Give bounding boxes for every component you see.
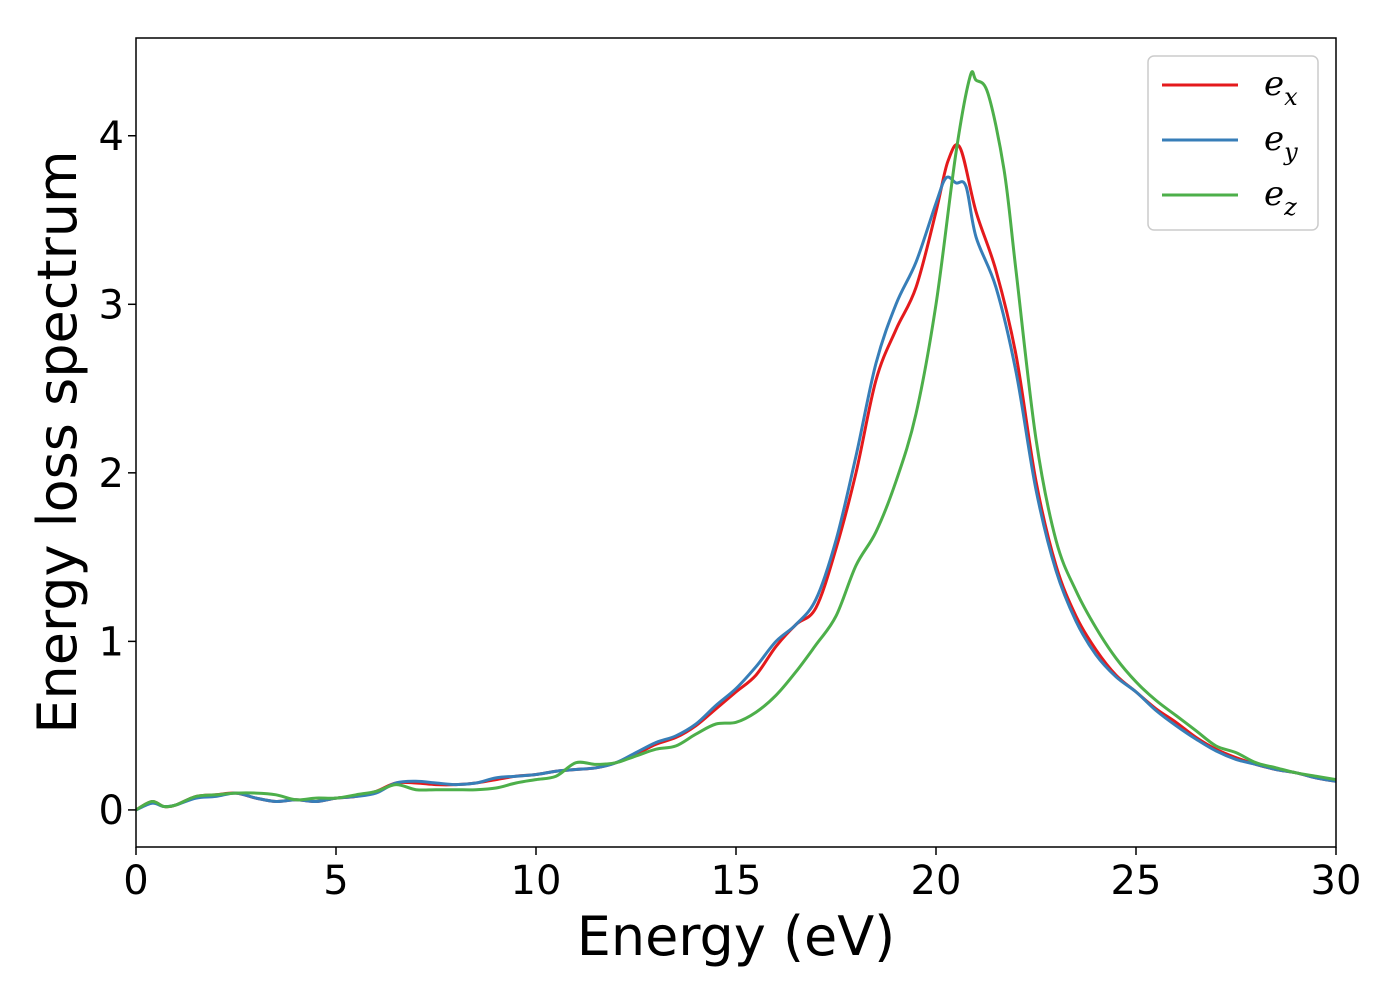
x-tick-label: 15 (711, 858, 762, 904)
legend-label-subscript: y (1283, 138, 1298, 166)
y-axis-ticks: 0 1 2 3 4 (99, 114, 136, 834)
series-line-e-z (135, 70, 1337, 812)
x-tick-label: 0 (123, 858, 148, 904)
x-tick-label: 25 (1111, 858, 1162, 904)
series-lines (135, 70, 1337, 812)
y-tick-label: 3 (99, 282, 124, 328)
x-axis-ticks: 0 5 10 15 20 25 30 (123, 847, 1361, 904)
x-tick-label: 5 (323, 858, 348, 904)
x-tick-label: 20 (911, 858, 962, 904)
plot-frame (135, 37, 1337, 848)
y-axis-title: Energy loss spectrum (26, 150, 89, 733)
legend-label-subscript: z (1283, 193, 1297, 221)
y-tick-label: 0 (99, 788, 124, 834)
y-tick-label: 1 (99, 619, 124, 665)
legend-label-subscript: x (1284, 83, 1298, 111)
x-tick-label: 10 (511, 858, 562, 904)
y-tick-label: 4 (99, 114, 124, 160)
y-tick-label: 2 (99, 451, 124, 497)
plot-background (136, 38, 1336, 847)
x-tick-label: 30 (1311, 858, 1362, 904)
x-axis-title: Energy (eV) (577, 905, 896, 968)
legend-box (1147, 55, 1319, 231)
